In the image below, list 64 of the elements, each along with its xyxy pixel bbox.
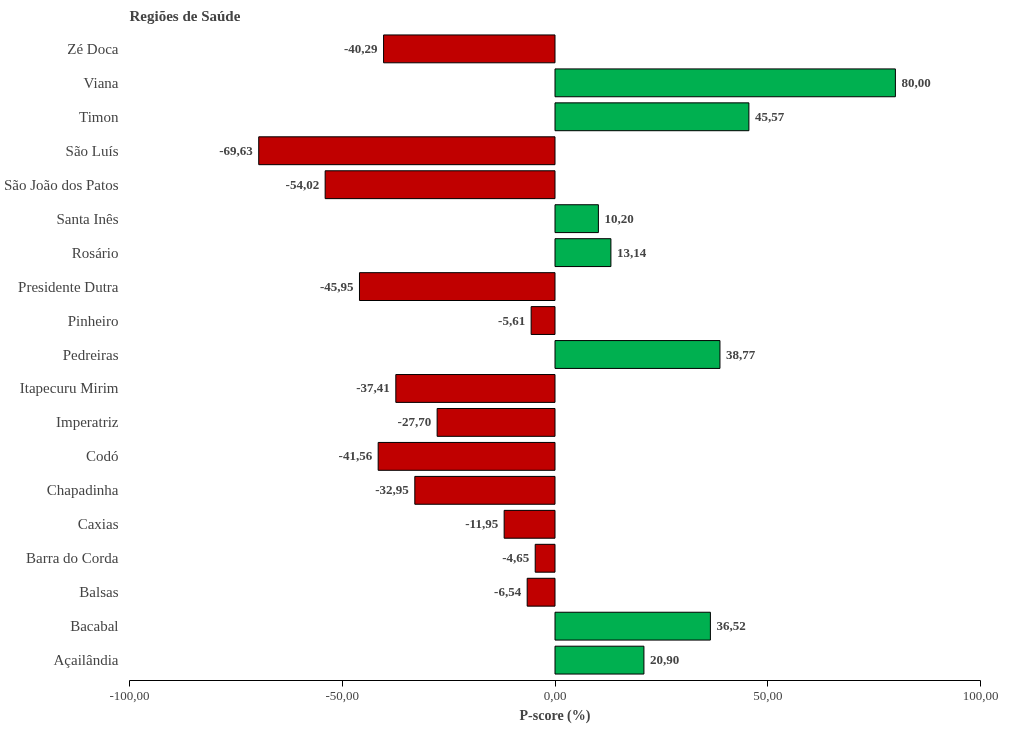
data-label: -45,95 xyxy=(319,278,354,294)
bar xyxy=(258,136,556,166)
y-tick-label: Caxias xyxy=(77,516,119,533)
data-label: -6,54 xyxy=(494,584,522,600)
bar xyxy=(395,374,556,403)
y-tick-label: Imperatriz xyxy=(56,414,119,431)
y-tick-label: São Luís xyxy=(65,142,119,159)
bar xyxy=(554,645,645,675)
data-label: 45,57 xyxy=(754,108,785,124)
y-tick-label: Zé Doca xyxy=(67,40,119,57)
data-label: -54,02 xyxy=(285,176,320,192)
bar xyxy=(526,577,556,607)
data-label: 38,77 xyxy=(725,346,756,362)
bar xyxy=(554,238,612,268)
bar xyxy=(554,68,896,98)
y-tick-label: São João dos Patos xyxy=(3,176,119,193)
y-tick-label: Santa Inês xyxy=(56,210,119,227)
bar xyxy=(358,272,556,302)
x-tick-label: 100,00 xyxy=(962,687,999,703)
bar xyxy=(383,34,556,64)
data-label: -32,95 xyxy=(375,482,410,498)
bar xyxy=(554,102,750,132)
y-tick-label: Timon xyxy=(79,108,119,125)
data-label: 10,20 xyxy=(604,210,634,226)
bar xyxy=(530,306,556,335)
y-tick-label: Açailândia xyxy=(53,652,119,669)
data-label: -11,95 xyxy=(465,516,499,532)
bar xyxy=(324,170,556,200)
bar xyxy=(554,340,721,369)
y-tick-label: Rosário xyxy=(71,244,119,261)
y-tick-label: Bacabal xyxy=(70,618,119,635)
data-label: 36,52 xyxy=(716,618,746,634)
x-axis-title: P-score (%) xyxy=(519,707,591,724)
data-label: -27,70 xyxy=(397,414,432,430)
data-label: -69,63 xyxy=(219,142,254,158)
data-label: -4,65 xyxy=(502,550,530,566)
y-axis-title: Regiões de Saúde xyxy=(129,7,241,24)
data-label: -5,61 xyxy=(498,312,526,328)
y-tick-label: Barra do Corda xyxy=(26,550,119,567)
y-tick-label: Viana xyxy=(83,74,119,91)
y-tick-label: Pinheiro xyxy=(67,312,119,329)
y-tick-label: Codó xyxy=(86,448,119,465)
y-tick-label: Presidente Dutra xyxy=(18,278,119,295)
data-label: -37,41 xyxy=(356,380,390,396)
x-tick-label: 50,00 xyxy=(753,687,783,703)
x-tick-label: -50,00 xyxy=(325,687,360,703)
bar xyxy=(534,543,556,573)
bar xyxy=(503,509,556,539)
data-label: -41,56 xyxy=(338,448,373,464)
bar xyxy=(554,204,599,234)
x-tick-label: 0,00 xyxy=(543,687,567,703)
data-label: 13,14 xyxy=(616,244,647,260)
y-tick-label: Pedreiras xyxy=(62,346,119,363)
x-tick-label: -100,00 xyxy=(109,687,150,703)
bar xyxy=(554,611,711,641)
data-label: 80,00 xyxy=(901,74,931,90)
data-label: 20,90 xyxy=(649,652,680,668)
y-tick-label: Balsas xyxy=(79,584,119,601)
bar xyxy=(377,441,556,471)
y-tick-label: Chapadinha xyxy=(46,482,119,499)
bar xyxy=(414,475,556,505)
bar xyxy=(436,407,556,437)
y-tick-label: Itapecuru Mirim xyxy=(19,380,119,397)
data-label: -40,29 xyxy=(343,40,379,56)
